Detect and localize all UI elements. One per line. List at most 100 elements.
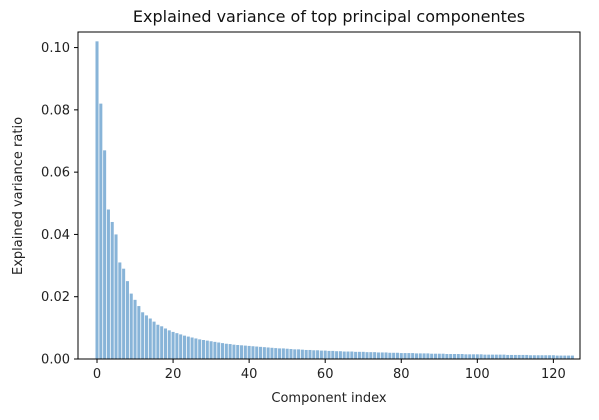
x-tick-label: 40 — [241, 367, 258, 382]
bar — [300, 349, 304, 359]
bar — [487, 354, 491, 359]
bar — [544, 355, 548, 359]
bar — [494, 354, 498, 359]
bar — [278, 348, 282, 359]
y-axis: 0.00 0.02 0.04 0.06 0.08 0.10 — [41, 41, 78, 368]
bar — [452, 354, 457, 359]
bar — [281, 348, 285, 359]
bar — [395, 352, 399, 359]
bar — [380, 352, 384, 359]
bar — [186, 336, 190, 359]
bar — [445, 354, 449, 359]
bar — [517, 354, 521, 359]
bar — [152, 321, 156, 359]
bar — [513, 354, 517, 359]
bar — [475, 354, 479, 359]
bar — [338, 351, 342, 359]
y-axis-label: Explained variance ratio — [11, 117, 26, 275]
x-tick-label: 120 — [541, 367, 566, 382]
bar — [163, 328, 167, 359]
bar — [403, 353, 407, 359]
bar — [308, 349, 312, 359]
bar — [491, 354, 495, 359]
bar — [342, 351, 346, 359]
bar — [289, 349, 293, 359]
bar — [312, 350, 316, 359]
bar — [388, 352, 392, 359]
bar — [525, 354, 529, 359]
bar — [414, 353, 418, 359]
bar — [346, 351, 350, 359]
bar — [133, 299, 137, 359]
plot-area — [77, 31, 581, 360]
bar — [323, 350, 327, 359]
bar — [422, 353, 426, 359]
bar — [171, 331, 175, 359]
bar — [293, 349, 297, 359]
bar — [129, 293, 133, 359]
bar — [551, 355, 555, 359]
bar — [95, 41, 99, 360]
bar — [103, 150, 107, 359]
bar — [167, 330, 171, 359]
bar — [369, 352, 373, 359]
bar — [529, 355, 533, 359]
bar — [502, 354, 506, 359]
bar — [316, 350, 320, 359]
bar — [449, 354, 453, 359]
bar — [555, 355, 559, 359]
x-axis: 0 20 40 60 80 100 120 — [93, 359, 566, 382]
bar — [407, 353, 411, 359]
bar — [483, 354, 487, 359]
bar — [559, 355, 563, 359]
bar — [437, 353, 441, 359]
bar — [304, 349, 308, 359]
bar — [224, 343, 228, 359]
x-tick-label: 100 — [465, 367, 490, 382]
bar — [266, 347, 270, 359]
x-tick-label: 0 — [93, 367, 101, 382]
bar — [156, 324, 160, 359]
bar — [471, 354, 476, 359]
bar — [335, 351, 339, 359]
bar — [148, 318, 152, 359]
bar — [411, 353, 415, 359]
bar — [392, 352, 396, 359]
bar — [384, 352, 388, 359]
bar — [274, 348, 278, 359]
bar — [220, 343, 225, 359]
y-tick-label: 0.02 — [41, 290, 70, 305]
y-tick-label: 0.08 — [41, 103, 70, 118]
bar — [232, 344, 236, 359]
bar — [217, 342, 221, 359]
bar — [259, 346, 263, 359]
bars — [95, 41, 574, 360]
bar — [243, 345, 247, 359]
bar — [365, 352, 369, 359]
bar — [532, 355, 536, 359]
bar — [137, 306, 141, 359]
bar — [144, 315, 148, 359]
bar — [182, 335, 186, 359]
axes-frame — [77, 31, 581, 360]
bar — [179, 334, 183, 359]
bar — [118, 262, 122, 359]
y-tick-label: 0.00 — [41, 353, 70, 368]
bar — [357, 351, 361, 359]
bar — [247, 345, 251, 359]
bar — [125, 281, 129, 359]
bar — [521, 354, 525, 359]
bar — [548, 355, 552, 359]
bar — [114, 234, 118, 359]
bar — [201, 340, 206, 359]
bar — [536, 355, 540, 359]
bar — [213, 341, 217, 359]
bar — [540, 355, 544, 359]
bar — [194, 338, 198, 359]
bar — [240, 345, 244, 359]
bar — [99, 103, 103, 359]
bar — [285, 348, 289, 359]
bar — [297, 349, 301, 359]
bar — [209, 341, 213, 359]
bar — [433, 353, 437, 359]
